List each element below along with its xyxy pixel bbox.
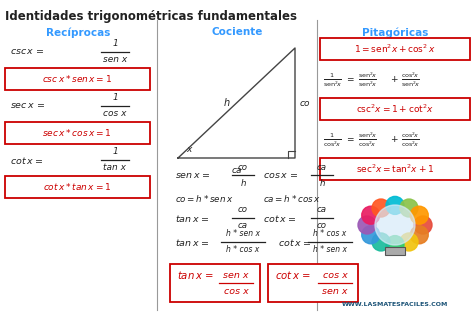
Text: $\mathrm{sec}^2 x = \mathrm{tan}^2 x + 1$: $\mathrm{sec}^2 x = \mathrm{tan}^2 x + 1…	[356, 163, 434, 175]
Text: +: +	[390, 136, 398, 145]
Text: 1: 1	[112, 93, 118, 102]
Circle shape	[400, 233, 418, 251]
FancyBboxPatch shape	[320, 158, 470, 180]
Text: Identidades trigonométricas fundamentales: Identidades trigonométricas fundamentale…	[5, 10, 297, 23]
Text: $\frac{\mathrm{cos}^2\!x}{\mathrm{sen}^2\!x}$: $\frac{\mathrm{cos}^2\!x}{\mathrm{sen}^2…	[401, 71, 420, 89]
Circle shape	[362, 206, 380, 224]
Text: cos x: cos x	[103, 109, 127, 118]
Text: $\mathit{sec\,x}$ =: $\mathit{sec\,x}$ =	[10, 101, 45, 110]
Text: $\mathit{cot\,x}$ =: $\mathit{cot\,x}$ =	[263, 212, 297, 224]
Text: tan x: tan x	[103, 164, 127, 173]
Text: $\frac{1}{\mathrm{sen}^2\!x}$: $\frac{1}{\mathrm{sen}^2\!x}$	[323, 71, 342, 89]
Circle shape	[372, 199, 390, 217]
Text: x: x	[186, 145, 191, 154]
Text: co: co	[238, 162, 248, 172]
Text: co: co	[238, 205, 248, 214]
Circle shape	[400, 199, 418, 217]
Text: $\mathit{sen\,x}$ =: $\mathit{sen\,x}$ =	[175, 170, 211, 180]
Text: $\mathit{csc\,x}$ =: $\mathit{csc\,x}$ =	[10, 48, 45, 56]
Text: h * sen x: h * sen x	[226, 229, 260, 239]
Text: h: h	[223, 98, 229, 108]
Text: h * cos x: h * cos x	[313, 229, 346, 239]
Circle shape	[375, 205, 415, 245]
Text: $\mathit{cot\,x}$ =: $\mathit{cot\,x}$ =	[278, 236, 312, 248]
Text: $\mathit{tan\,x}$ =: $\mathit{tan\,x}$ =	[175, 236, 210, 248]
Text: $\frac{1}{\mathrm{cos}^2\!x}$: $\frac{1}{\mathrm{cos}^2\!x}$	[323, 131, 341, 149]
Text: sen x: sen x	[103, 56, 127, 64]
Text: co: co	[317, 221, 327, 231]
Text: sen x: sen x	[322, 286, 348, 295]
Text: h: h	[240, 179, 246, 188]
Circle shape	[362, 226, 380, 244]
Text: $\mathit{csc\,x * sen\,x = 1}$: $\mathit{csc\,x * sen\,x = 1}$	[42, 73, 112, 85]
FancyBboxPatch shape	[170, 264, 260, 302]
Text: 1: 1	[112, 40, 118, 48]
FancyBboxPatch shape	[5, 176, 150, 198]
Circle shape	[410, 206, 428, 224]
Text: $\frac{\mathrm{cos}^2\!x}{\mathrm{cos}^2\!x}$: $\frac{\mathrm{cos}^2\!x}{\mathrm{cos}^2…	[401, 131, 419, 149]
Text: $\mathit{cot\,x}$ =: $\mathit{cot\,x}$ =	[275, 269, 311, 281]
Text: ca: ca	[238, 221, 248, 231]
Text: h * cos x: h * cos x	[227, 246, 260, 255]
FancyBboxPatch shape	[320, 38, 470, 60]
Text: cos x: cos x	[224, 286, 248, 295]
Text: $\mathit{cot\,x * tan\,x = 1}$: $\mathit{cot\,x * tan\,x = 1}$	[43, 182, 111, 192]
Text: $\mathit{cos\,x}$ =: $\mathit{cos\,x}$ =	[263, 170, 298, 180]
Text: +: +	[390, 76, 398, 85]
Text: $1 = \mathrm{sen}^2 x + \cos^2 x$: $1 = \mathrm{sen}^2 x + \cos^2 x$	[354, 43, 436, 55]
Text: Pitagóricas: Pitagóricas	[362, 27, 428, 38]
Text: Cociente: Cociente	[211, 27, 263, 37]
Text: 1: 1	[112, 147, 118, 157]
Text: ca: ca	[231, 166, 242, 175]
Text: Recíprocas: Recíprocas	[46, 27, 111, 38]
Text: $\mathit{sec\,x * cos\,x = 1}$: $\mathit{sec\,x * cos\,x = 1}$	[42, 128, 112, 138]
Text: $\frac{\mathrm{sen}^2\!x}{\mathrm{cos}^2\!x}$: $\frac{\mathrm{sen}^2\!x}{\mathrm{cos}^2…	[358, 131, 377, 149]
Text: h: h	[319, 179, 325, 188]
Text: =: =	[346, 136, 354, 145]
FancyBboxPatch shape	[385, 247, 405, 255]
FancyBboxPatch shape	[268, 264, 358, 302]
Text: $\mathit{tan\,x}$ =: $\mathit{tan\,x}$ =	[175, 212, 210, 224]
Text: ca: ca	[317, 205, 327, 214]
FancyBboxPatch shape	[5, 122, 150, 144]
Text: cos x: cos x	[323, 271, 347, 279]
Circle shape	[386, 197, 404, 214]
Text: $\mathit{tan\,x}$ =: $\mathit{tan\,x}$ =	[177, 269, 214, 281]
FancyBboxPatch shape	[320, 98, 470, 120]
Text: h * sen x: h * sen x	[313, 246, 347, 255]
Text: ca: ca	[317, 162, 327, 172]
Circle shape	[410, 226, 428, 244]
Text: co: co	[300, 99, 310, 108]
Circle shape	[372, 233, 390, 251]
Text: $\mathit{co = h * sen\,x}$: $\mathit{co = h * sen\,x}$	[175, 192, 233, 204]
Text: $\frac{\mathrm{sen}^2\!x}{\mathrm{sen}^2\!x}$: $\frac{\mathrm{sen}^2\!x}{\mathrm{sen}^2…	[358, 71, 377, 89]
Text: =: =	[346, 76, 354, 85]
Text: WWW.LASMATESFACILES.COM: WWW.LASMATESFACILES.COM	[342, 302, 448, 308]
FancyBboxPatch shape	[5, 68, 150, 90]
Text: $\mathrm{csc}^2 x = 1 + \mathrm{cot}^2 x$: $\mathrm{csc}^2 x = 1 + \mathrm{cot}^2 x…	[356, 103, 434, 115]
Circle shape	[386, 236, 404, 254]
Text: $\mathit{cot\,x}$ =: $\mathit{cot\,x}$ =	[10, 154, 44, 166]
Text: sen x: sen x	[223, 271, 249, 279]
Text: $\mathit{ca = h * cos\,x}$: $\mathit{ca = h * cos\,x}$	[263, 192, 320, 204]
Circle shape	[414, 216, 432, 234]
Circle shape	[358, 216, 376, 234]
